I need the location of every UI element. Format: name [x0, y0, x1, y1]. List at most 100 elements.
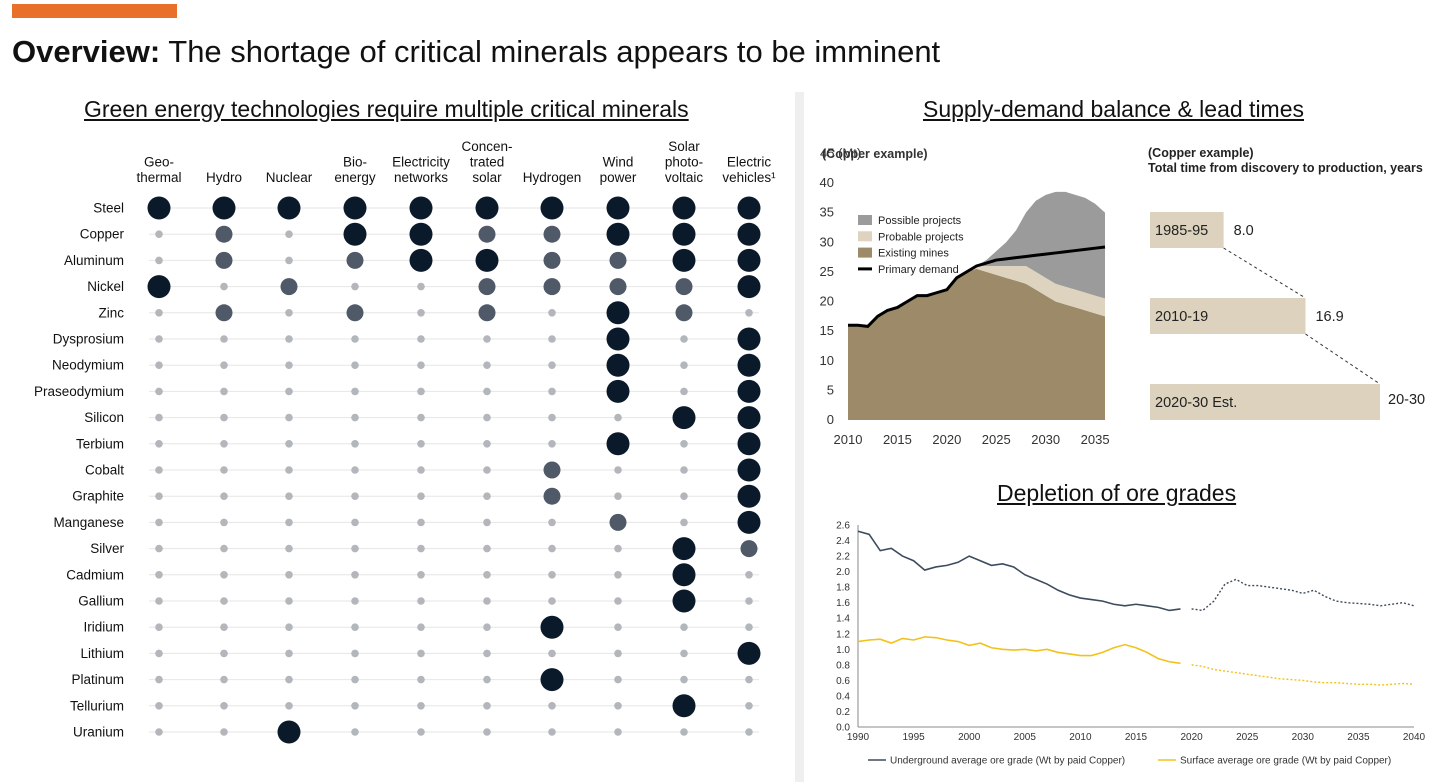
mineral-dot: [351, 387, 359, 396]
mineral-dot: [351, 597, 359, 605]
lead-bar-label: 2020-30 Est.: [1155, 395, 1237, 411]
y-tick-label: 2.0: [836, 567, 850, 578]
mineral-dot: [548, 440, 556, 448]
x-tick-label: 2030: [1292, 732, 1315, 743]
mineral-dot: [672, 589, 696, 613]
column-header-4: Electricity: [392, 155, 450, 170]
mineral-dot: [155, 702, 163, 710]
y-tick-label: 40: [820, 175, 834, 190]
y-tick-label: 2.2: [836, 552, 850, 563]
mineral-dot: [614, 544, 622, 553]
column-header-9: vehicles¹: [722, 170, 776, 185]
mineral-dot: [737, 275, 761, 299]
area-existing-mines: [848, 268, 1105, 420]
mineral-dot: [606, 327, 630, 351]
mineral-dot: [478, 225, 496, 243]
mineral-dot: [155, 597, 163, 605]
mineral-dot: [285, 702, 293, 710]
mineral-label: Manganese: [53, 515, 124, 530]
lead-bar-label: 1985-95: [1155, 223, 1208, 239]
mineral-dot: [737, 432, 761, 456]
mineral-dot: [220, 492, 228, 501]
mineral-dot: [483, 728, 491, 736]
mineral-dot: [155, 571, 163, 579]
mineral-dot: [672, 694, 696, 718]
mineral-dot: [680, 335, 688, 343]
x-tick-label: 2035: [1347, 732, 1370, 743]
mineral-dot: [483, 571, 491, 579]
mineral-dot: [285, 230, 293, 238]
column-header-7: power: [600, 170, 637, 185]
mineral-dot: [614, 492, 622, 501]
mineral-dot: [543, 278, 561, 296]
mineral-dot: [155, 309, 163, 317]
mineral-dot: [672, 248, 696, 272]
section-divider: [795, 92, 804, 782]
y-tick-label: 1.8: [836, 583, 850, 594]
mineral-label: Platinum: [71, 672, 124, 687]
column-header-7: Wind: [603, 155, 634, 170]
mineral-dot: [277, 720, 301, 744]
legend-label: Surface average ore grade (Wt by paid Co…: [1180, 756, 1391, 767]
mineral-label: Cobalt: [85, 463, 124, 478]
legend-swatch: [858, 215, 872, 225]
mineral-matrix: Geo-thermal Hydro Nuclear Bio-energy Electri…: [34, 139, 776, 744]
mineral-dot: [675, 304, 693, 322]
mineral-dot: [409, 248, 433, 272]
mineral-dot: [343, 196, 367, 220]
lead-connector: [1305, 333, 1381, 385]
mineral-dot: [285, 361, 293, 369]
mineral-dot: [409, 222, 433, 246]
legend-swatch: [858, 247, 872, 258]
mineral-dot: [614, 728, 622, 736]
mineral-label: Neodymium: [52, 358, 124, 373]
mineral-dot: [606, 196, 630, 220]
mineral-dot: [285, 675, 293, 684]
mineral-label: Tellurium: [70, 698, 124, 713]
mineral-dot: [155, 335, 163, 343]
y-tick-label: 25: [820, 264, 834, 279]
mineral-dot: [672, 222, 696, 246]
mineral-dot: [409, 196, 433, 220]
mineral-dot: [155, 728, 163, 736]
mineral-dot: [609, 513, 627, 531]
mineral-dot: [680, 440, 688, 448]
mineral-dot: [417, 649, 425, 658]
mineral-dot: [417, 597, 425, 605]
mineral-dot: [745, 571, 753, 579]
mineral-dot: [285, 518, 293, 527]
mineral-dot: [220, 466, 228, 474]
title-rest: The shortage of critical minerals appear…: [160, 34, 941, 69]
mineral-dot: [483, 361, 491, 369]
ore-grade-chart: 0.0 0.2 0.4 0.6 0.8 1.0 1.2 1.4 1.6 1.8 2.0 2.2 2.4 2…: [836, 521, 1425, 767]
mineral-dot: [220, 597, 228, 605]
mineral-dot: [675, 278, 693, 296]
mineral-dot: [351, 361, 359, 369]
mineral-dot: [417, 440, 425, 448]
mineral-dot: [614, 649, 622, 658]
mineral-dot: [280, 278, 298, 296]
mineral-dot: [672, 196, 696, 220]
mineral-dot: [478, 278, 496, 296]
mineral-dot: [343, 222, 367, 246]
mineral-label: Zinc: [98, 305, 124, 320]
column-header-4: networks: [394, 170, 448, 185]
mineral-dot: [475, 196, 499, 220]
mineral-dot: [737, 379, 761, 403]
mineral-dot: [680, 728, 688, 736]
mineral-dot: [483, 702, 491, 710]
mineral-dot: [285, 597, 293, 605]
title-bold: Overview:: [12, 34, 161, 69]
mineral-dot: [155, 623, 163, 631]
mineral-dot: [155, 413, 163, 422]
mineral-dot: [680, 649, 688, 658]
mineral-dot: [483, 440, 491, 448]
mineral-dot: [483, 492, 491, 501]
x-tick-label: 2010: [1069, 732, 1092, 743]
mineral-dot: [483, 387, 491, 396]
y-tick-label: 30: [820, 234, 834, 249]
mineral-dot: [745, 675, 753, 684]
ore-series-forecast: [1191, 664, 1415, 686]
mineral-dot: [155, 361, 163, 369]
x-tick-label: 2010: [834, 432, 863, 447]
